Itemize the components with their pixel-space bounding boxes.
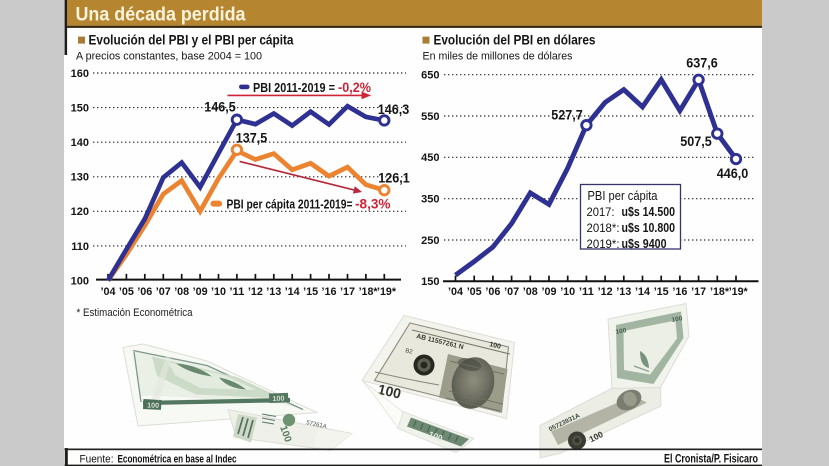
- svg-text:350: 350: [421, 194, 439, 206]
- svg-text:’08: ’08: [523, 286, 538, 298]
- svg-text:’13: ’13: [266, 286, 281, 298]
- svg-text:2019*:: 2019*:: [587, 237, 620, 251]
- svg-text:’06: ’06: [137, 286, 152, 298]
- svg-text:110: 110: [71, 241, 89, 253]
- svg-text:527,7: 527,7: [551, 108, 583, 123]
- svg-text:100: 100: [671, 315, 683, 324]
- svg-text:’11: ’11: [229, 286, 244, 298]
- svg-text:Evolución del PBI en dólares: Evolución del PBI en dólares: [434, 32, 596, 47]
- svg-text:u$s 14.500: u$s 14.500: [622, 204, 676, 219]
- svg-text:100: 100: [615, 327, 627, 336]
- svg-text:’15: ’15: [654, 286, 669, 298]
- svg-text:137,5: 137,5: [236, 130, 268, 145]
- svg-text:-0,2%: -0,2%: [338, 80, 371, 95]
- svg-text:637,6: 637,6: [686, 56, 718, 71]
- svg-text:’10: ’10: [560, 286, 575, 298]
- svg-text:-8,3%: -8,3%: [355, 196, 391, 211]
- svg-text:’14: ’14: [635, 286, 650, 298]
- svg-text:100: 100: [427, 429, 444, 443]
- svg-text:120: 120: [71, 206, 89, 218]
- svg-text:’16: ’16: [322, 286, 337, 298]
- svg-text:Evolución del PBI y el PBI per: Evolución del PBI y el PBI per cápita: [89, 32, 294, 47]
- svg-text:A precios constantes, base 200: A precios constantes, base 2004 = 100: [76, 51, 262, 63]
- svg-text:’18*: ’18*: [710, 286, 730, 298]
- svg-text:650: 650: [421, 70, 439, 82]
- svg-text:’19*: ’19*: [729, 286, 749, 298]
- svg-text:’15: ’15: [303, 286, 318, 298]
- svg-text:150: 150: [71, 103, 89, 115]
- svg-text:150: 150: [421, 276, 439, 288]
- svg-text:PBI per cápita: PBI per cápita: [588, 188, 659, 203]
- svg-text:507,5: 507,5: [680, 134, 712, 149]
- svg-text:’11: ’11: [579, 286, 594, 298]
- svg-text:’09: ’09: [193, 286, 208, 298]
- svg-text:146,5: 146,5: [204, 100, 236, 115]
- svg-text:160: 160: [71, 68, 89, 80]
- svg-text:’12: ’12: [598, 286, 613, 298]
- svg-text:’17: ’17: [340, 286, 355, 298]
- svg-text:PBI per cápita 2011-2019=: PBI per cápita 2011-2019=: [227, 196, 353, 211]
- svg-text:u$s 9400: u$s 9400: [622, 236, 667, 251]
- svg-text:’04: ’04: [448, 286, 463, 298]
- svg-text:57261A: 57261A: [306, 420, 327, 430]
- svg-text:PBI 2011-2019 =: PBI 2011-2019 =: [253, 80, 335, 95]
- svg-text:’05: ’05: [119, 286, 134, 298]
- svg-text:’09: ’09: [542, 286, 557, 298]
- svg-text:140: 140: [71, 137, 89, 149]
- svg-text:El Cronista/P. Fisicaro: El Cronista/P. Fisicaro: [664, 451, 758, 465]
- svg-text:’06: ’06: [485, 286, 500, 298]
- svg-text:’17: ’17: [691, 286, 706, 298]
- svg-text:u$s 10.800: u$s 10.800: [622, 220, 676, 235]
- svg-text:’16: ’16: [672, 286, 687, 298]
- svg-text:’07: ’07: [504, 286, 519, 298]
- svg-text:B2: B2: [405, 348, 414, 356]
- svg-text:’10: ’10: [211, 286, 226, 298]
- svg-text:Fuente:Econométrica en base al: Fuente: Econométrica en base al Indec: [80, 453, 237, 465]
- svg-text:450: 450: [421, 152, 439, 164]
- svg-text:’04: ’04: [101, 286, 116, 298]
- svg-text:’14: ’14: [285, 286, 300, 298]
- svg-text:146,3: 146,3: [378, 102, 410, 117]
- svg-text:2017:: 2017:: [587, 205, 615, 219]
- svg-text:’13: ’13: [616, 286, 631, 298]
- svg-text:’18*: ’18*: [359, 286, 379, 298]
- svg-text:100: 100: [272, 394, 284, 403]
- svg-text:’05: ’05: [467, 286, 482, 298]
- svg-text:446,0: 446,0: [717, 166, 749, 181]
- svg-text:126,1: 126,1: [378, 170, 410, 185]
- svg-text:100: 100: [147, 401, 159, 410]
- svg-text:* Estimación Econométrica: * Estimación Econométrica: [77, 307, 193, 319]
- svg-text:’07: ’07: [156, 286, 171, 298]
- svg-text:250: 250: [421, 235, 439, 247]
- svg-text:’08: ’08: [174, 286, 189, 298]
- svg-text:130: 130: [71, 172, 89, 184]
- svg-text:Una década perdida: Una década perdida: [76, 3, 247, 25]
- svg-text:’12: ’12: [248, 286, 263, 298]
- svg-text:550: 550: [421, 111, 439, 123]
- svg-text:En miles de millones de dólare: En miles de millones de dólares: [423, 51, 573, 63]
- svg-text:’19*: ’19*: [377, 286, 397, 298]
- svg-text:2018*:: 2018*:: [587, 221, 620, 235]
- svg-text:100: 100: [489, 341, 502, 351]
- svg-text:100: 100: [71, 275, 89, 287]
